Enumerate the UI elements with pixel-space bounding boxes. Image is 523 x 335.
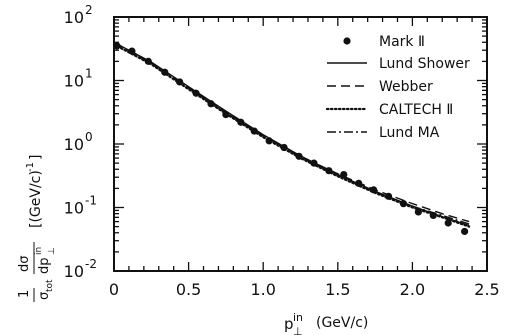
legend-label: Webber	[379, 79, 433, 95]
series-layer	[112, 41, 471, 236]
x-axis-label: p in ⊥ (GeV/c)	[284, 311, 368, 335]
y-tick-label: 10	[64, 199, 84, 218]
y-label-frac-num: dσ	[17, 256, 32, 273]
x-tick-label: 1.5	[325, 280, 350, 299]
y-label-unit-close: ]	[28, 155, 44, 160]
y-label-frac-den-sub: ⊥	[47, 247, 57, 255]
y-label-sigma-sub: tot	[45, 279, 55, 292]
data-point-mark-ii	[461, 227, 469, 236]
x-tick-label: 0	[109, 280, 119, 299]
x-axis-label-sub: ⊥	[293, 325, 303, 335]
y-tick-label-exponent: 2	[85, 3, 93, 17]
legend-label: Mark Ⅱ	[379, 34, 425, 50]
x-tick-label: 1.0	[250, 280, 275, 299]
y-label-unit-exp: -1	[25, 162, 36, 172]
x-tick-label: 0.5	[176, 280, 201, 299]
y-tick-label-exponent: 1	[85, 67, 93, 81]
y-tick-label: 10	[64, 135, 84, 154]
series-line-dotted	[112, 43, 471, 228]
y-tick-label: 10	[64, 72, 84, 91]
x-axis-label-unit: (GeV/c)	[316, 315, 368, 331]
y-axis-label: 1 σ tot dσ dp in ⊥ [(GeV/c) -1 ]	[17, 155, 57, 302]
y-label-frac-den: dp	[37, 257, 52, 274]
y-tick-label-exponent: -2	[85, 257, 97, 271]
series-line-dashdot	[113, 43, 470, 225]
legend-marker-point	[343, 37, 351, 45]
legend-label: Lund MA	[379, 125, 440, 141]
y-tick-label: 10	[64, 262, 84, 281]
y-tick-label-exponent: -1	[85, 194, 97, 208]
x-axis-label-sup: in	[293, 311, 303, 324]
y-tick-label-exponent: 0	[85, 130, 93, 144]
legend-label: Lund Shower	[379, 56, 470, 72]
y-label-sigma: σ	[37, 292, 52, 300]
x-axis-label-main: p	[284, 315, 294, 333]
legend-label: CALTECH Ⅱ	[379, 102, 453, 118]
y-label-one: 1	[17, 290, 32, 298]
data-point-mark-ii	[444, 219, 452, 227]
legend: Mark Ⅱ Lund Shower Webber CALTECH Ⅱ Lund MA	[325, 34, 470, 141]
x-tick-label: 2.5	[474, 280, 499, 299]
y-label-unit: [(GeV/c)	[28, 170, 44, 228]
y-tick-label: 10	[64, 8, 84, 27]
x-tick-label: 2.0	[400, 280, 425, 299]
plot-frame	[113, 16, 488, 272]
y-label-frac-den-sup: in	[34, 247, 44, 255]
